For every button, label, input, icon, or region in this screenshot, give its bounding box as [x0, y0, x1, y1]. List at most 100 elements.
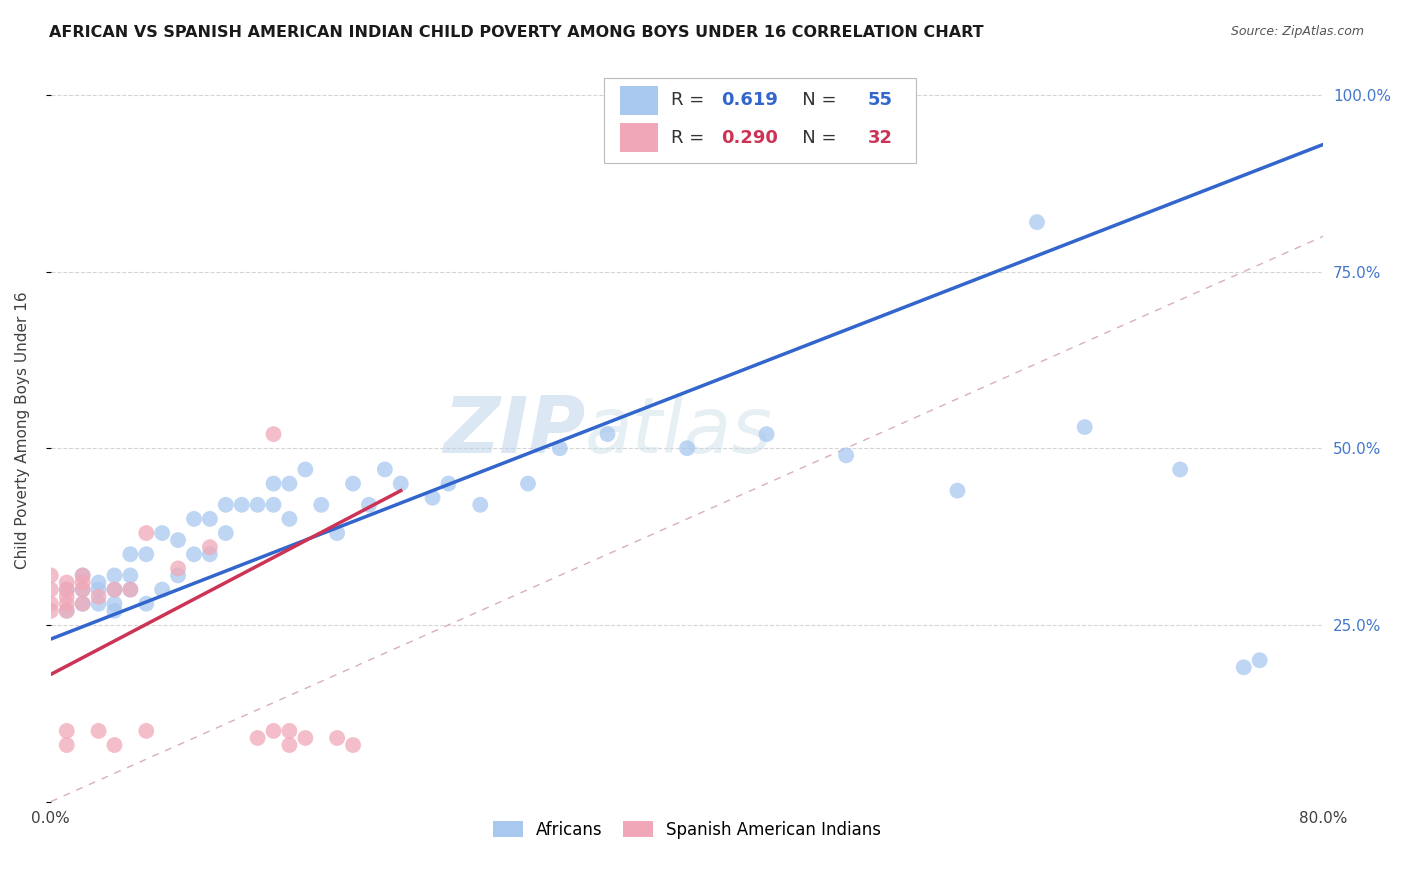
Point: [215, 526, 238, 541]
FancyBboxPatch shape: [605, 78, 917, 163]
Point: [389, 476, 412, 491]
Point: [342, 738, 364, 752]
Text: 0.619: 0.619: [721, 91, 779, 110]
Point: [231, 498, 253, 512]
Bar: [620, 123, 658, 152]
Point: [39, 597, 62, 611]
Point: [294, 462, 316, 476]
Point: [246, 498, 269, 512]
Point: [72, 568, 94, 582]
Point: [120, 582, 142, 597]
Point: [103, 604, 125, 618]
Point: [342, 476, 364, 491]
Point: [263, 427, 285, 442]
Point: [167, 568, 190, 582]
Point: [1073, 420, 1095, 434]
Point: [150, 526, 173, 541]
Point: [183, 512, 205, 526]
Point: [55, 582, 77, 597]
Point: [309, 498, 332, 512]
Point: [72, 597, 94, 611]
Point: [198, 540, 221, 554]
Point: [135, 526, 157, 541]
Point: [263, 476, 285, 491]
Point: [1026, 215, 1049, 229]
Point: [55, 738, 77, 752]
Point: [246, 731, 269, 745]
Point: [437, 476, 460, 491]
Point: [55, 604, 77, 618]
Text: atlas: atlas: [585, 392, 773, 468]
Point: [278, 723, 301, 738]
Point: [278, 512, 301, 526]
Point: [72, 582, 94, 597]
Point: [422, 491, 444, 505]
Point: [326, 731, 349, 745]
Text: Source: ZipAtlas.com: Source: ZipAtlas.com: [1230, 25, 1364, 38]
Point: [72, 582, 94, 597]
Point: [39, 582, 62, 597]
Point: [120, 547, 142, 561]
Point: [103, 597, 125, 611]
Point: [72, 575, 94, 590]
Point: [103, 582, 125, 597]
Text: R =: R =: [671, 91, 710, 110]
Text: 32: 32: [868, 128, 893, 146]
Point: [87, 575, 110, 590]
Text: ZIP: ZIP: [443, 392, 585, 468]
Point: [55, 582, 77, 597]
Bar: [620, 87, 658, 114]
Point: [294, 731, 316, 745]
Point: [135, 723, 157, 738]
Point: [198, 512, 221, 526]
Point: [755, 427, 778, 442]
Text: 55: 55: [868, 91, 893, 110]
Point: [167, 561, 190, 575]
Point: [167, 533, 190, 548]
Point: [103, 582, 125, 597]
Point: [135, 547, 157, 561]
Point: [103, 738, 125, 752]
Text: AFRICAN VS SPANISH AMERICAN INDIAN CHILD POVERTY AMONG BOYS UNDER 16 CORRELATION: AFRICAN VS SPANISH AMERICAN INDIAN CHILD…: [49, 25, 984, 40]
Point: [215, 498, 238, 512]
Text: N =: N =: [785, 91, 842, 110]
Point: [198, 547, 221, 561]
Point: [1233, 660, 1256, 674]
Text: N =: N =: [785, 128, 842, 146]
Point: [135, 597, 157, 611]
Point: [357, 498, 380, 512]
Point: [1168, 462, 1191, 476]
Point: [278, 476, 301, 491]
Point: [39, 604, 62, 618]
Point: [87, 597, 110, 611]
Y-axis label: Child Poverty Among Boys Under 16: Child Poverty Among Boys Under 16: [15, 292, 30, 569]
Point: [263, 723, 285, 738]
Point: [676, 442, 699, 456]
Point: [548, 442, 571, 456]
Point: [326, 526, 349, 541]
Point: [55, 723, 77, 738]
Text: R =: R =: [671, 128, 710, 146]
Point: [470, 498, 492, 512]
Point: [72, 597, 94, 611]
Point: [263, 498, 285, 512]
Text: 0.290: 0.290: [721, 128, 779, 146]
Point: [103, 568, 125, 582]
Point: [55, 604, 77, 618]
Legend: Africans, Spanish American Indians: Africans, Spanish American Indians: [486, 814, 887, 846]
Point: [55, 597, 77, 611]
Point: [55, 590, 77, 604]
Point: [87, 590, 110, 604]
Point: [835, 448, 858, 462]
Point: [39, 568, 62, 582]
Point: [278, 738, 301, 752]
Point: [120, 582, 142, 597]
Point: [183, 547, 205, 561]
Point: [1249, 653, 1271, 667]
Point: [87, 582, 110, 597]
Point: [517, 476, 540, 491]
Point: [596, 427, 619, 442]
Point: [120, 568, 142, 582]
Point: [946, 483, 969, 498]
Point: [72, 568, 94, 582]
